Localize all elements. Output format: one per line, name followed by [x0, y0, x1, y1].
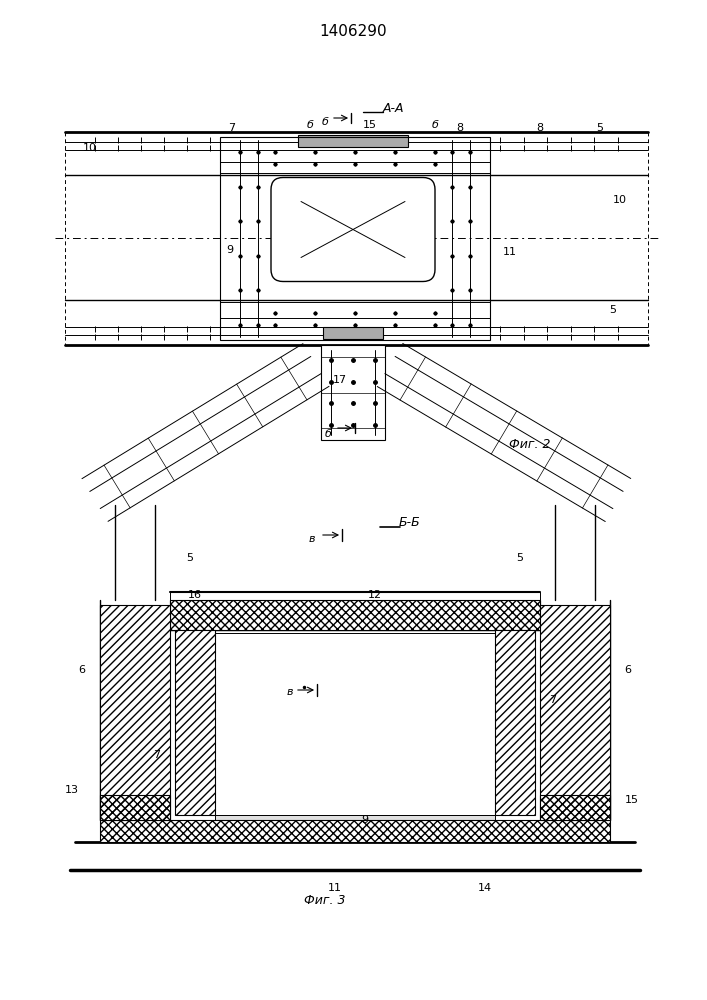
Text: Б-Б: Б-Б — [399, 516, 421, 528]
Text: 10: 10 — [613, 195, 627, 205]
Bar — [100, 820, 610, 842]
Text: 13: 13 — [65, 785, 79, 795]
Text: 7: 7 — [549, 695, 556, 705]
Bar — [220, 137, 490, 340]
Text: 6: 6 — [624, 665, 631, 675]
Bar — [298, 135, 408, 147]
Bar — [170, 600, 540, 630]
Bar — [215, 633, 495, 815]
Bar — [540, 605, 610, 820]
Text: Фиг. 2: Фиг. 2 — [509, 438, 551, 452]
Bar — [495, 630, 535, 815]
Text: Фиг. 3: Фиг. 3 — [304, 894, 346, 906]
Text: 5: 5 — [609, 305, 617, 315]
Text: 11: 11 — [328, 883, 342, 893]
Text: б: б — [322, 117, 329, 127]
Bar — [100, 605, 170, 820]
Bar — [540, 605, 610, 820]
Text: 16: 16 — [188, 590, 202, 600]
Text: 8: 8 — [537, 123, 544, 133]
Text: 5: 5 — [517, 553, 523, 563]
Bar — [100, 795, 170, 820]
Text: б: б — [307, 120, 313, 130]
Bar — [323, 327, 383, 339]
Text: А-А: А-А — [382, 102, 404, 114]
FancyBboxPatch shape — [271, 178, 435, 282]
Bar — [100, 605, 170, 820]
Text: 10: 10 — [83, 143, 97, 153]
Text: 14: 14 — [478, 883, 492, 893]
Text: 5: 5 — [597, 123, 604, 133]
Text: 12: 12 — [368, 590, 382, 600]
Bar — [321, 345, 385, 440]
Text: в: в — [309, 534, 315, 544]
Text: 7: 7 — [153, 750, 160, 760]
Text: 15: 15 — [363, 120, 377, 130]
Text: 7: 7 — [228, 123, 235, 133]
Bar — [100, 820, 610, 842]
Text: 6: 6 — [78, 665, 86, 675]
Text: 9: 9 — [226, 245, 233, 255]
Text: б: б — [325, 429, 332, 439]
Text: 9: 9 — [361, 815, 368, 825]
Bar — [170, 592, 540, 600]
Text: в: в — [287, 687, 293, 697]
Bar — [540, 795, 610, 820]
Bar — [175, 630, 215, 815]
Bar — [175, 630, 215, 815]
Text: 11: 11 — [503, 247, 517, 257]
Bar — [540, 795, 610, 820]
Text: 1406290: 1406290 — [319, 24, 387, 39]
Text: б: б — [431, 120, 438, 130]
Text: 15: 15 — [625, 795, 639, 805]
Bar — [170, 600, 540, 630]
Text: 8: 8 — [457, 123, 464, 133]
Bar — [100, 795, 170, 820]
Text: 5: 5 — [187, 553, 194, 563]
Bar — [495, 630, 535, 815]
Bar — [215, 815, 495, 823]
Text: 17: 17 — [333, 375, 347, 385]
